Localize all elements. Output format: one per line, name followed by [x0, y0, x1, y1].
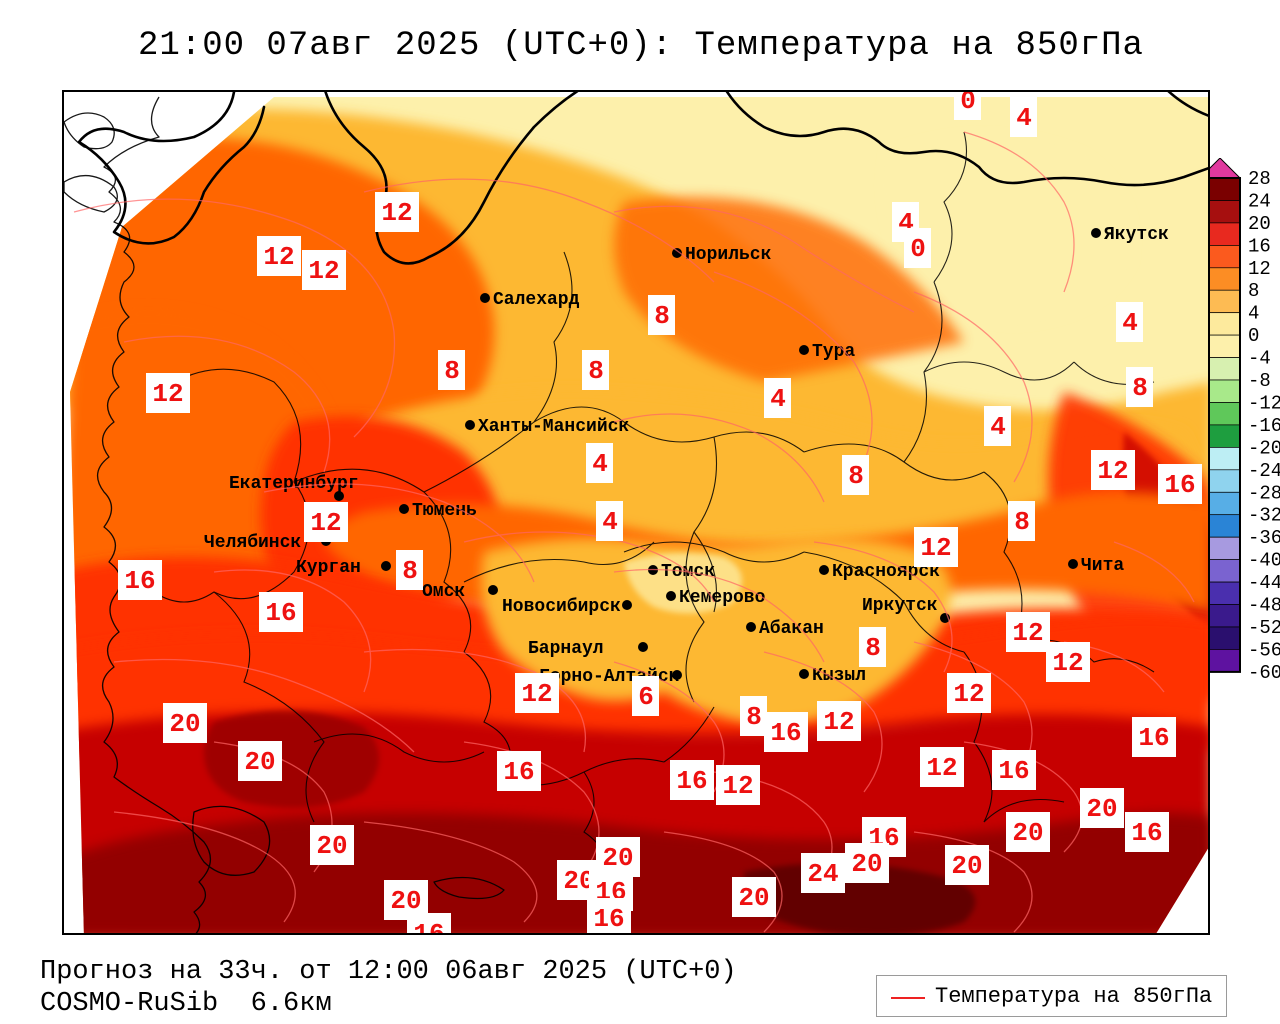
svg-text:12: 12: [1012, 618, 1043, 648]
svg-text:8: 8: [1132, 373, 1148, 403]
svg-text:Кызыл: Кызыл: [812, 666, 866, 686]
svg-text:20: 20: [390, 886, 421, 916]
svg-text:-44: -44: [1248, 572, 1280, 594]
svg-text:12: 12: [381, 198, 412, 228]
svg-text:Челябинск: Челябинск: [204, 532, 301, 553]
svg-text:Курган: Курган: [296, 558, 361, 578]
svg-text:4: 4: [990, 412, 1006, 442]
svg-text:16: 16: [676, 766, 707, 796]
svg-text:20: 20: [738, 883, 769, 913]
svg-text:16: 16: [998, 756, 1029, 786]
svg-text:4: 4: [1016, 103, 1032, 133]
svg-text:-40: -40: [1248, 550, 1280, 572]
svg-text:4: 4: [1122, 308, 1138, 338]
svg-text:6: 6: [638, 682, 654, 712]
svg-text:0: 0: [960, 92, 976, 116]
svg-text:-12: -12: [1248, 393, 1280, 415]
svg-text:Барнаул: Барнаул: [528, 639, 604, 659]
svg-text:Абакан: Абакан: [759, 618, 824, 639]
svg-text:28: 28: [1248, 168, 1271, 190]
svg-text:4: 4: [602, 507, 618, 537]
svg-text:12: 12: [263, 242, 294, 272]
svg-text:8: 8: [444, 356, 460, 386]
svg-text:8: 8: [746, 702, 762, 732]
svg-text:-56: -56: [1248, 639, 1280, 661]
svg-text:Якутск: Якутск: [1104, 225, 1169, 245]
svg-text:12: 12: [953, 679, 984, 709]
svg-text:0: 0: [910, 234, 926, 264]
svg-text:8: 8: [588, 356, 604, 386]
svg-text:16: 16: [413, 919, 444, 935]
svg-text:20: 20: [169, 709, 200, 739]
svg-text:-16: -16: [1248, 415, 1280, 437]
svg-text:12: 12: [722, 771, 753, 801]
svg-text:Тюмень: Тюмень: [412, 501, 477, 521]
svg-text:4: 4: [1248, 303, 1259, 325]
svg-text:-20: -20: [1248, 437, 1280, 459]
svg-text:8: 8: [865, 633, 881, 663]
svg-text:-4: -4: [1248, 348, 1271, 370]
svg-text:16: 16: [124, 566, 155, 596]
svg-text:20: 20: [1248, 213, 1271, 235]
svg-text:Норильск: Норильск: [685, 245, 772, 265]
svg-text:16: 16: [770, 718, 801, 748]
svg-text:12: 12: [1052, 648, 1083, 678]
svg-text:12: 12: [1248, 258, 1271, 280]
svg-text:8: 8: [848, 461, 864, 491]
svg-text:8: 8: [1014, 507, 1030, 537]
svg-text:Омск: Омск: [422, 582, 465, 602]
svg-text:4: 4: [592, 449, 608, 479]
svg-text:0: 0: [1248, 325, 1259, 347]
svg-text:20: 20: [1012, 818, 1043, 848]
svg-text:12: 12: [1097, 456, 1128, 486]
svg-text:Тура: Тура: [812, 342, 855, 362]
svg-text:16: 16: [593, 904, 624, 934]
svg-text:12: 12: [926, 753, 957, 783]
svg-text:8: 8: [1248, 280, 1259, 302]
svg-text:Ханты-Мансийск: Ханты-Мансийск: [478, 417, 629, 437]
svg-text:20: 20: [602, 843, 633, 873]
svg-text:-8: -8: [1248, 370, 1271, 392]
svg-text:-36: -36: [1248, 527, 1280, 549]
svg-text:12: 12: [308, 256, 339, 286]
svg-text:20: 20: [1086, 794, 1117, 824]
svg-text:4: 4: [770, 384, 786, 414]
svg-text:Чита: Чита: [1081, 556, 1124, 576]
svg-text:16: 16: [1131, 818, 1162, 848]
svg-text:16: 16: [503, 757, 534, 787]
svg-text:8: 8: [402, 556, 418, 586]
svg-text:-32: -32: [1248, 505, 1280, 527]
svg-text:12: 12: [521, 679, 552, 709]
svg-text:Новосибирск: Новосибирск: [502, 596, 621, 617]
svg-text:-60: -60: [1248, 662, 1280, 684]
svg-text:24: 24: [807, 859, 838, 889]
svg-text:24: 24: [1248, 191, 1271, 213]
svg-text:Иркутск: Иркутск: [862, 596, 938, 616]
svg-text:16: 16: [1164, 470, 1195, 500]
svg-text:-52: -52: [1248, 617, 1280, 639]
svg-text:20: 20: [851, 849, 882, 879]
svg-text:-28: -28: [1248, 482, 1280, 504]
svg-text:20: 20: [244, 747, 275, 777]
svg-text:-48: -48: [1248, 595, 1280, 617]
svg-text:20: 20: [951, 851, 982, 881]
svg-text:8: 8: [654, 301, 670, 331]
svg-text:16: 16: [265, 598, 296, 628]
svg-text:20: 20: [316, 831, 347, 861]
svg-text:16: 16: [1138, 723, 1169, 753]
svg-text:-24: -24: [1248, 460, 1280, 482]
svg-text:12: 12: [823, 707, 854, 737]
svg-text:12: 12: [920, 533, 951, 563]
svg-text:12: 12: [310, 508, 341, 538]
svg-text:Салехард: Салехард: [493, 290, 580, 310]
svg-text:12: 12: [152, 379, 183, 409]
svg-text:16: 16: [1248, 235, 1271, 257]
